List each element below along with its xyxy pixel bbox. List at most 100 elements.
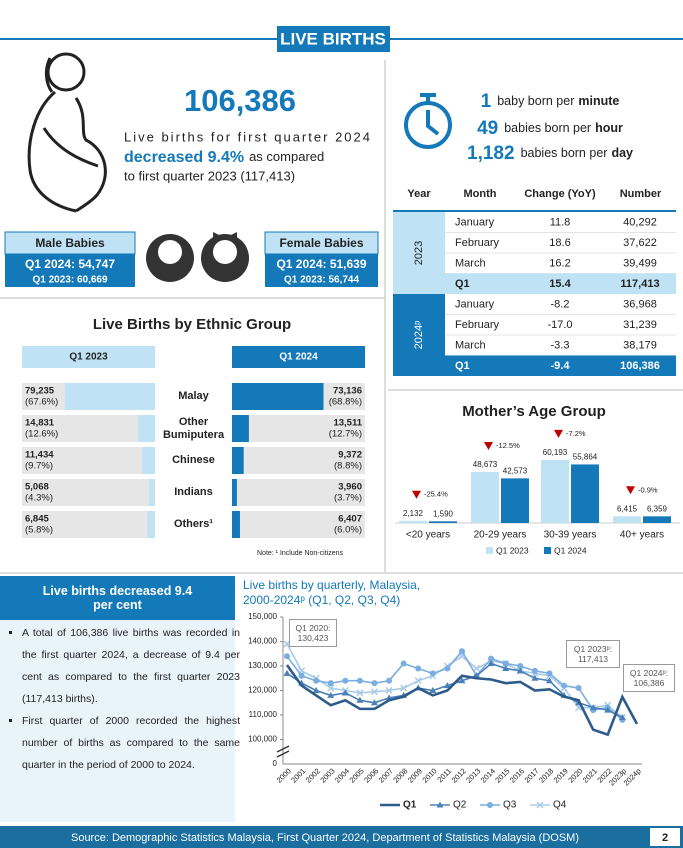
x-tick-label: 2018 bbox=[537, 766, 555, 784]
rate-unit: minute bbox=[578, 94, 619, 108]
bar-track bbox=[232, 415, 365, 442]
marker bbox=[546, 670, 553, 677]
x-tick-label: 2007 bbox=[377, 766, 395, 784]
x-tick-label: 2006 bbox=[362, 766, 380, 784]
table-number: 36,968 bbox=[623, 298, 657, 310]
year-cell bbox=[393, 212, 445, 294]
bar-track bbox=[232, 511, 365, 538]
marker bbox=[327, 680, 334, 687]
marker bbox=[502, 664, 510, 671]
legend-label: Q1 2024 bbox=[554, 545, 587, 555]
change-label: -7.2% bbox=[566, 429, 586, 438]
table-month: March bbox=[455, 257, 486, 269]
gender-previous: Q1 2023: 56,744 bbox=[284, 275, 359, 286]
x-tick-label: 2014 bbox=[479, 766, 497, 784]
table-header: Year bbox=[407, 188, 431, 200]
bar bbox=[149, 479, 155, 506]
table-month: March bbox=[455, 339, 486, 351]
marker bbox=[385, 686, 393, 695]
marker bbox=[531, 667, 538, 674]
table-month: January bbox=[455, 298, 495, 310]
x-tick-label: 2016 bbox=[508, 766, 526, 784]
change-label: -25.4% bbox=[424, 490, 448, 499]
marker bbox=[414, 677, 422, 685]
share-label: (5.8%) bbox=[25, 525, 53, 536]
marker bbox=[517, 663, 524, 669]
count-label: 79,235 bbox=[25, 386, 55, 397]
change-marker bbox=[412, 490, 421, 499]
x-tick-label: 2013 bbox=[464, 766, 482, 784]
y-tick-label: 140,000 bbox=[248, 637, 277, 646]
bar bbox=[232, 415, 249, 442]
x-tick-label: 2002 bbox=[304, 766, 322, 784]
marker bbox=[436, 801, 444, 808]
bar bbox=[147, 511, 155, 538]
headline-number: 106,386 bbox=[184, 83, 296, 118]
chart-title: Mother’s Age Group bbox=[462, 403, 606, 420]
rate-count: 1,182 bbox=[467, 143, 515, 164]
bar-track bbox=[22, 511, 155, 538]
bar-track bbox=[232, 479, 365, 506]
gender-title: Female Babies bbox=[279, 236, 363, 250]
summary-text: Live births for first quarter 2024 bbox=[124, 129, 370, 144]
marker bbox=[298, 672, 305, 679]
series-line bbox=[285, 664, 639, 737]
legend-swatch bbox=[544, 547, 551, 554]
summary-text: decreased 9.4% as compared bbox=[124, 149, 324, 166]
gender-box-body bbox=[265, 254, 378, 287]
summary-text: as compared bbox=[249, 149, 324, 164]
change-label: -0.9% bbox=[638, 485, 658, 494]
series-header-label: Q1 2023 bbox=[69, 352, 108, 363]
value-label: 55,864 bbox=[573, 453, 598, 462]
page-number: 2 bbox=[662, 832, 668, 844]
table-change: -8.2 bbox=[551, 298, 570, 310]
marker bbox=[371, 680, 378, 687]
table-number: 106,386 bbox=[620, 360, 660, 372]
category-label: Chinese bbox=[172, 454, 215, 466]
x-tick-label: 2019 bbox=[552, 766, 570, 784]
legend-label: Q2 bbox=[453, 800, 467, 811]
marker bbox=[284, 653, 290, 660]
y-tick-label: 0 bbox=[273, 759, 278, 768]
value-label: 1,590 bbox=[433, 509, 454, 518]
bar bbox=[541, 459, 569, 523]
title-banner bbox=[277, 26, 390, 52]
summary-text: to first quarter 2023 (117,413) bbox=[124, 168, 295, 183]
chart-note: Note: ¹ Include Non-citizens bbox=[257, 550, 343, 557]
y-tick-label: 120,000 bbox=[248, 686, 277, 695]
marker bbox=[618, 713, 626, 720]
table-change: -3.3 bbox=[551, 339, 570, 351]
marker bbox=[516, 667, 524, 674]
value-label: 48,673 bbox=[473, 460, 498, 469]
marker bbox=[342, 677, 349, 684]
bar bbox=[232, 479, 237, 506]
page-box bbox=[650, 828, 680, 846]
marker bbox=[589, 704, 597, 711]
rate-line: 1,182 babies born per day bbox=[467, 143, 633, 164]
year-label: 2024ᵖ bbox=[413, 321, 425, 350]
bar bbox=[399, 520, 427, 523]
marker bbox=[429, 687, 437, 693]
table-month: February bbox=[455, 319, 500, 331]
panel-heading: Live births decreased 9.4 per cent bbox=[42, 584, 193, 612]
value-label: 6,359 bbox=[647, 504, 668, 513]
table-number: 117,413 bbox=[620, 278, 659, 290]
marker bbox=[473, 664, 481, 672]
x-tick-label: 2020 bbox=[566, 766, 584, 784]
legend-label: Q4 bbox=[553, 800, 567, 811]
marker bbox=[327, 691, 335, 698]
bar bbox=[138, 415, 155, 442]
table-month: January bbox=[455, 216, 495, 228]
x-tick-label: 2015 bbox=[493, 766, 511, 784]
marker bbox=[313, 677, 320, 684]
marker bbox=[575, 685, 582, 692]
legend-label: Q1 bbox=[403, 800, 417, 811]
category-label: Indians bbox=[174, 486, 213, 498]
marker bbox=[536, 801, 544, 809]
x-tick-label: 2017 bbox=[523, 766, 541, 784]
bar bbox=[232, 447, 244, 474]
series-header bbox=[22, 346, 155, 368]
footer-bar bbox=[0, 826, 683, 848]
table-month: Q1 bbox=[455, 360, 470, 372]
